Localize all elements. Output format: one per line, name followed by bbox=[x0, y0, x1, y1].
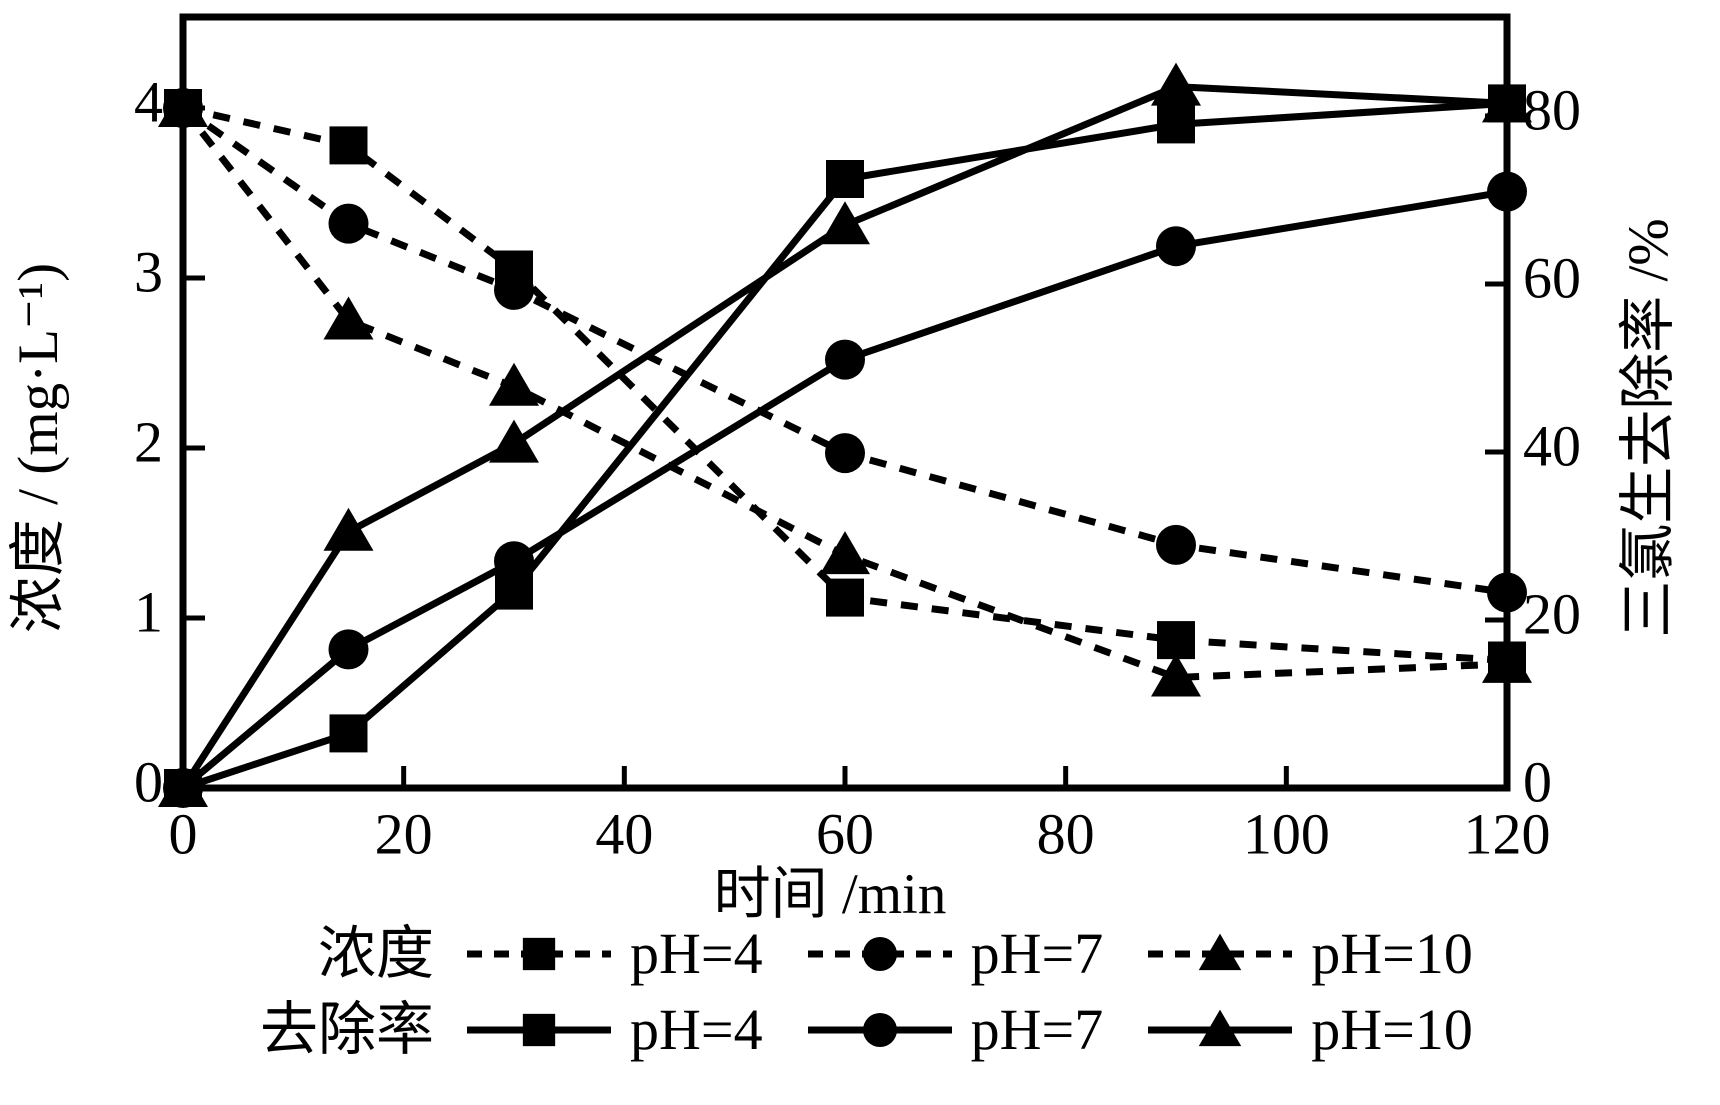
y-right-tick-label: 60 bbox=[1523, 245, 1581, 310]
triangle-marker-icon bbox=[1151, 62, 1201, 106]
legend-swatch-canvas bbox=[1148, 933, 1293, 971]
y-right-tick-label: 20 bbox=[1523, 581, 1581, 646]
square-marker-icon bbox=[329, 126, 368, 165]
circle-marker-icon bbox=[494, 541, 534, 582]
legend-group-label: 浓度 bbox=[317, 921, 434, 986]
series-line-去除率-pH=7 bbox=[180, 188, 1508, 791]
square-marker-icon bbox=[826, 578, 864, 617]
dashed-square-swatch-icon bbox=[464, 932, 614, 976]
circle-marker-icon bbox=[825, 339, 865, 380]
triangle-marker-icon bbox=[820, 201, 870, 245]
legend-group-label: 去除率 bbox=[259, 997, 434, 1062]
circle-marker-icon bbox=[1487, 171, 1527, 212]
y-left-axis-title: 浓度 / (mg·L⁻¹) bbox=[7, 263, 70, 633]
square-marker-icon bbox=[329, 714, 368, 753]
legend-item-label: pH=10 bbox=[1311, 921, 1473, 986]
triangle-marker-icon bbox=[323, 296, 374, 340]
legend-item-label: pH=4 bbox=[630, 921, 763, 986]
legend-row-concentration: 浓度 pH=4 pH=7 pH=10 bbox=[238, 916, 1473, 992]
square-marker-icon bbox=[495, 571, 533, 610]
square-marker-icon bbox=[1157, 105, 1195, 144]
x-axis-title: 时间 /min bbox=[714, 863, 947, 926]
x-tick-label: 0 bbox=[169, 801, 198, 866]
square-marker-icon bbox=[1488, 84, 1526, 123]
legend-swatch-canvas bbox=[467, 1013, 611, 1047]
circle-marker-icon bbox=[328, 629, 369, 670]
legend-swatch-canvas bbox=[467, 937, 611, 971]
x-tick-label: 120 bbox=[1464, 801, 1551, 866]
x-tick-label: 80 bbox=[1037, 801, 1095, 866]
legend-swatch-canvas bbox=[807, 1013, 952, 1047]
dashed-triangle-swatch-icon bbox=[1145, 932, 1295, 976]
y-right-tick-label: 80 bbox=[1523, 77, 1581, 142]
triangle-marker-icon bbox=[820, 531, 870, 575]
square-marker-icon bbox=[522, 937, 556, 971]
square-marker-icon bbox=[495, 250, 533, 289]
square-marker-icon bbox=[1488, 641, 1526, 680]
square-marker-icon bbox=[1157, 621, 1195, 660]
legend-item: pH=10 bbox=[1145, 925, 1473, 983]
x-tick-label: 40 bbox=[595, 801, 653, 866]
circle-marker-icon bbox=[1156, 524, 1196, 565]
y-left-tick-label: 1 bbox=[134, 579, 163, 644]
legend-item: pH=4 bbox=[464, 925, 763, 983]
y-right-tick-label: 40 bbox=[1523, 413, 1581, 478]
circle-marker-icon bbox=[825, 433, 865, 474]
y-left-tick-label: 0 bbox=[134, 749, 163, 814]
legend-item: pH=7 bbox=[805, 997, 1104, 1062]
legend-item: pH=7 bbox=[805, 921, 1104, 986]
y-left-tick-label: 2 bbox=[134, 409, 163, 474]
legend-swatch-canvas bbox=[807, 937, 952, 971]
legend-item-label: pH=7 bbox=[970, 997, 1104, 1062]
solid-square-swatch-icon bbox=[464, 1008, 614, 1052]
square-marker-icon bbox=[164, 89, 202, 127]
y-left-tick-label: 4 bbox=[134, 69, 163, 134]
series-line-去除率-pH=10 bbox=[180, 83, 1508, 790]
legend-item: pH=10 bbox=[1145, 1001, 1473, 1059]
x-tick-label: 100 bbox=[1243, 801, 1330, 866]
triangle-marker-icon bbox=[1151, 653, 1201, 697]
dashed-circle-swatch-icon bbox=[805, 932, 955, 976]
y-right-tick-label: 0 bbox=[1523, 749, 1552, 814]
circle-marker-icon bbox=[862, 937, 897, 971]
solid-triangle-swatch-icon bbox=[1145, 1008, 1295, 1052]
series-line-浓度-pH=10 bbox=[180, 105, 1508, 682]
legend-item: pH=4 bbox=[464, 1001, 763, 1059]
triangle-marker-icon bbox=[1198, 933, 1242, 971]
circle-marker-icon bbox=[1487, 572, 1527, 613]
square-marker-icon bbox=[164, 769, 202, 807]
circle-marker-icon bbox=[328, 203, 369, 244]
y-right-axis-title: 三氯生去除率 /% bbox=[1617, 218, 1680, 638]
legend-item-label: pH=7 bbox=[970, 921, 1104, 986]
triangle-marker-icon bbox=[489, 362, 539, 406]
square-marker-icon bbox=[826, 160, 864, 198]
legend-swatch-canvas bbox=[1148, 1009, 1293, 1047]
circle-marker-icon bbox=[1156, 226, 1196, 267]
y-left-tick-label: 3 bbox=[134, 239, 163, 304]
legend-item-label: pH=4 bbox=[630, 997, 763, 1062]
legend: 浓度 pH=4 pH=7 pH=10 去除率 pH=4 pH=7 bbox=[238, 916, 1473, 1068]
square-marker-icon bbox=[522, 1013, 556, 1047]
series-line-去除率-pH=4 bbox=[181, 99, 1508, 792]
circle-marker-icon bbox=[862, 1013, 897, 1047]
series-line-浓度-pH=7 bbox=[180, 105, 1508, 596]
triangle-marker-icon bbox=[323, 507, 374, 551]
triangle-marker-icon bbox=[489, 419, 539, 463]
solid-circle-swatch-icon bbox=[805, 1008, 955, 1052]
legend-row-removal: 去除率 pH=4 pH=7 pH=10 bbox=[238, 992, 1473, 1068]
x-tick-label: 60 bbox=[816, 801, 874, 866]
legend-item-label: pH=10 bbox=[1311, 997, 1473, 1062]
x-tick-label: 20 bbox=[375, 801, 433, 866]
triangle-marker-icon bbox=[1198, 1009, 1242, 1047]
